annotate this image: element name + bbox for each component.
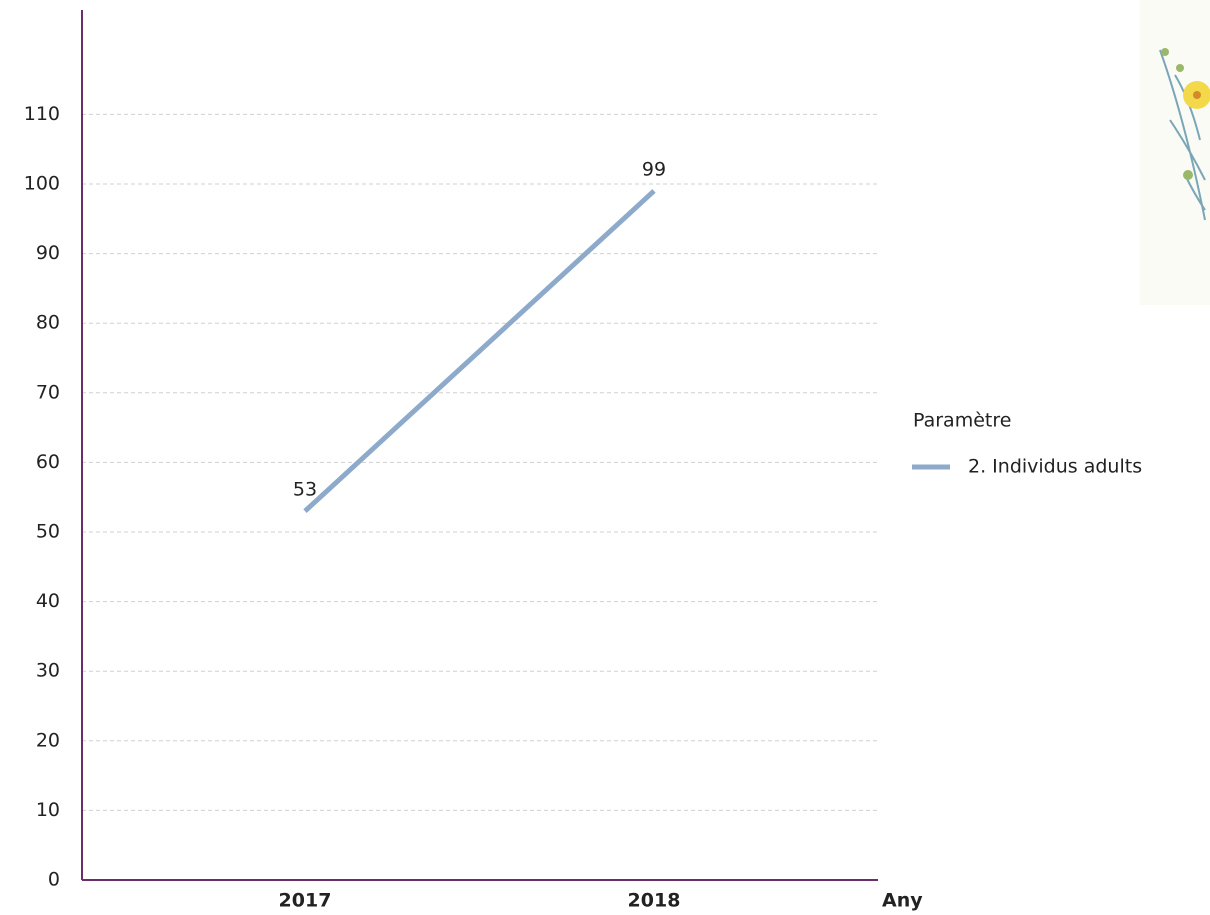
x-tick-label: 2018 [628, 890, 681, 912]
y-tick-label: 40 [36, 590, 60, 612]
x-tick-label: 2017 [279, 890, 332, 912]
data-label: 53 [293, 479, 317, 501]
data-label: 99 [642, 158, 666, 180]
y-tick-label: 100 [24, 173, 60, 195]
x-axis-label: Any [882, 890, 923, 912]
y-tick-label: 20 [36, 729, 60, 751]
y-tick-label: 30 [36, 660, 60, 682]
y-tick-label: 110 [24, 103, 60, 125]
series-line [303, 189, 656, 513]
flower-decoration [1140, 0, 1210, 305]
y-tick-label: 80 [36, 312, 60, 334]
y-tick-label: 90 [36, 242, 60, 264]
y-tick-label: 70 [36, 381, 60, 403]
y-tick-label: 0 [48, 869, 60, 891]
legend-title: Paramètre [913, 410, 1011, 432]
y-tick-label: 60 [36, 451, 60, 473]
legend-label: 2. Individus adults [968, 456, 1142, 478]
y-tick-label: 10 [36, 799, 60, 821]
y-tick-label: 50 [36, 521, 60, 543]
